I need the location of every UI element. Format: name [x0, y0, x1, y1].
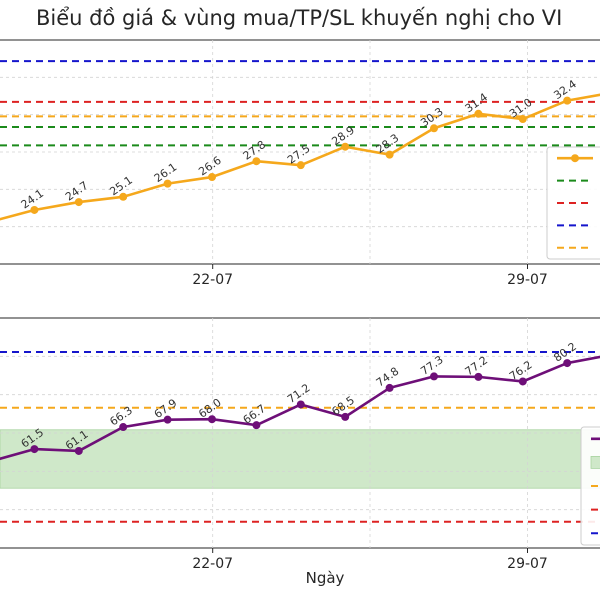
- data-point: [430, 372, 438, 381]
- legend: GVGTS: [546, 146, 600, 260]
- panel-2: 61.5 61.166.3 67.9 68.0 66.771.268.574.8 77.3…: [0, 317, 600, 572]
- data-point: [474, 372, 483, 381]
- data-point: [208, 173, 216, 182]
- panel-1: 24.1 24.7 25.126.1 26.627.8 27.528.9 28.330.3…: [0, 39, 600, 288]
- x-tick-label: 29-07: [507, 272, 548, 288]
- data-point: [430, 124, 438, 133]
- data-point: [208, 415, 216, 424]
- data-point: [30, 205, 39, 214]
- data-point: [385, 150, 394, 159]
- data-point: [563, 96, 572, 105]
- data-point: [119, 192, 128, 201]
- data-point: [296, 161, 305, 170]
- x-tick-label: 22-07: [192, 556, 233, 572]
- data-point: [30, 445, 39, 454]
- data-point: [252, 157, 261, 166]
- data-point: [163, 179, 172, 188]
- data-point: [385, 383, 394, 392]
- data-point: [518, 115, 527, 124]
- data-point: [74, 446, 83, 455]
- x-tick-label: 22-07: [192, 272, 233, 288]
- data-point: [252, 421, 261, 430]
- data-point: [341, 142, 350, 151]
- legend-key-patch: [590, 455, 600, 469]
- data-point: [341, 412, 350, 421]
- data-point: [474, 109, 483, 118]
- x-axis-label: Ngày: [305, 569, 345, 587]
- legend: [580, 426, 600, 546]
- chart-title: Biểu đồ giá & vùng mua/TP/SL khuyến nghị…: [36, 6, 563, 30]
- data-point: [163, 415, 172, 424]
- data-point: [74, 198, 83, 207]
- data-point: [119, 423, 128, 432]
- x-tick-label: 29-07: [507, 556, 548, 572]
- data-point: [296, 400, 305, 409]
- legend-key-marker: [571, 154, 579, 163]
- data-point: [563, 359, 572, 368]
- data-point: [518, 377, 527, 386]
